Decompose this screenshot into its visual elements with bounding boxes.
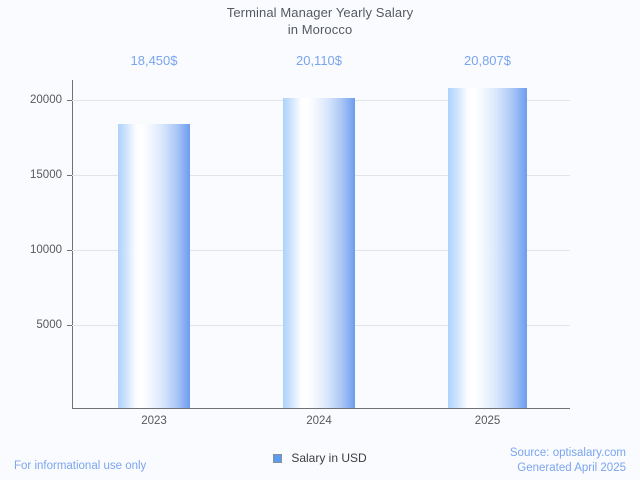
x-axis-tick-label-2025: 2025: [474, 415, 501, 427]
disclaimer-text: For informational use only: [14, 460, 147, 472]
source-attribution: Source: optisalary.com Generated April 2…: [510, 446, 626, 476]
y-axis-tick-label-10000: 10000: [30, 244, 62, 256]
generated-date-text: Generated April 2025: [517, 462, 626, 474]
source-text: Source: optisalary.com: [509, 447, 626, 459]
y-axis-tick-label-5000: 5000: [36, 319, 62, 331]
square-swatch-icon: [273, 453, 283, 463]
y-axis-tick-label-20000: 20000: [30, 94, 62, 106]
y-tick-mark-15000: [67, 175, 72, 176]
chart-legend: Salary in USD: [0, 451, 640, 465]
x-axis-tick-label-2024: 2024: [306, 415, 332, 427]
chart-title-line-2: in Morocco: [287, 22, 353, 37]
bar-2024[interactable]: [283, 98, 355, 408]
chart-title-line-1: Terminal Manager Yearly Salary: [226, 5, 414, 20]
bar-2023[interactable]: [118, 124, 190, 408]
chart-title: Terminal Manager Yearly Salary in Morocc…: [0, 4, 640, 38]
bar-value-label-2025: 20,807$: [464, 53, 511, 68]
y-axis-tick-label-15000: 15000: [30, 169, 62, 181]
bar-value-label-2024: 20,110$: [295, 53, 343, 68]
y-tick-mark-20000: [67, 100, 72, 101]
plot-area: [67, 80, 570, 409]
bar-2025[interactable]: [448, 88, 527, 408]
bar-value-label-2023: 18,450$: [130, 53, 178, 68]
x-axis-line: [72, 408, 570, 409]
legend-item-label-salary-in-usd[interactable]: Salary in USD: [291, 451, 367, 465]
x-axis-tick-label-2023: 2023: [141, 415, 167, 427]
y-tick-mark-5000: [67, 325, 72, 326]
y-axis-line: [72, 80, 73, 409]
y-tick-mark-10000: [67, 250, 72, 251]
